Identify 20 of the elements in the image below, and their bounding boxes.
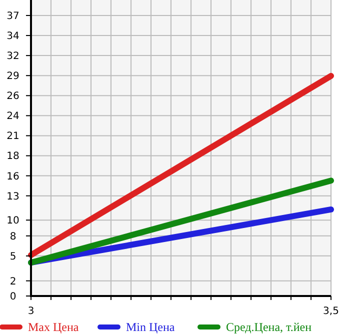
y-tick-label: 26 xyxy=(6,91,20,102)
y-tick-label: 37 xyxy=(6,10,20,22)
legend-label: Max Цена xyxy=(28,320,80,334)
y-tick-label: 5 xyxy=(10,251,16,262)
legend-label: Min Цена xyxy=(126,320,176,334)
y-tick-label: 24 xyxy=(6,111,20,122)
y-tick-label: 34 xyxy=(6,31,20,42)
y-tick-label: 0 xyxy=(10,292,16,302)
y-tick-label: 10 xyxy=(6,216,20,227)
y-tick-label: 8 xyxy=(10,231,16,242)
x-tick-label: 3,5 xyxy=(323,306,339,317)
y-tick-label: 13 xyxy=(6,191,20,202)
legend-label: Сред.Цена, т.йен xyxy=(226,320,312,334)
y-tick-label: 16 xyxy=(6,171,20,182)
y-tick-label: 18 xyxy=(6,151,20,162)
y-tick-label: 2 xyxy=(10,276,16,288)
y-tick-label: 29 xyxy=(6,71,20,82)
x-tick-label: 3 xyxy=(28,306,34,317)
y-tick-label: 21 xyxy=(6,131,20,142)
y-tick-label: 32 xyxy=(6,51,20,62)
